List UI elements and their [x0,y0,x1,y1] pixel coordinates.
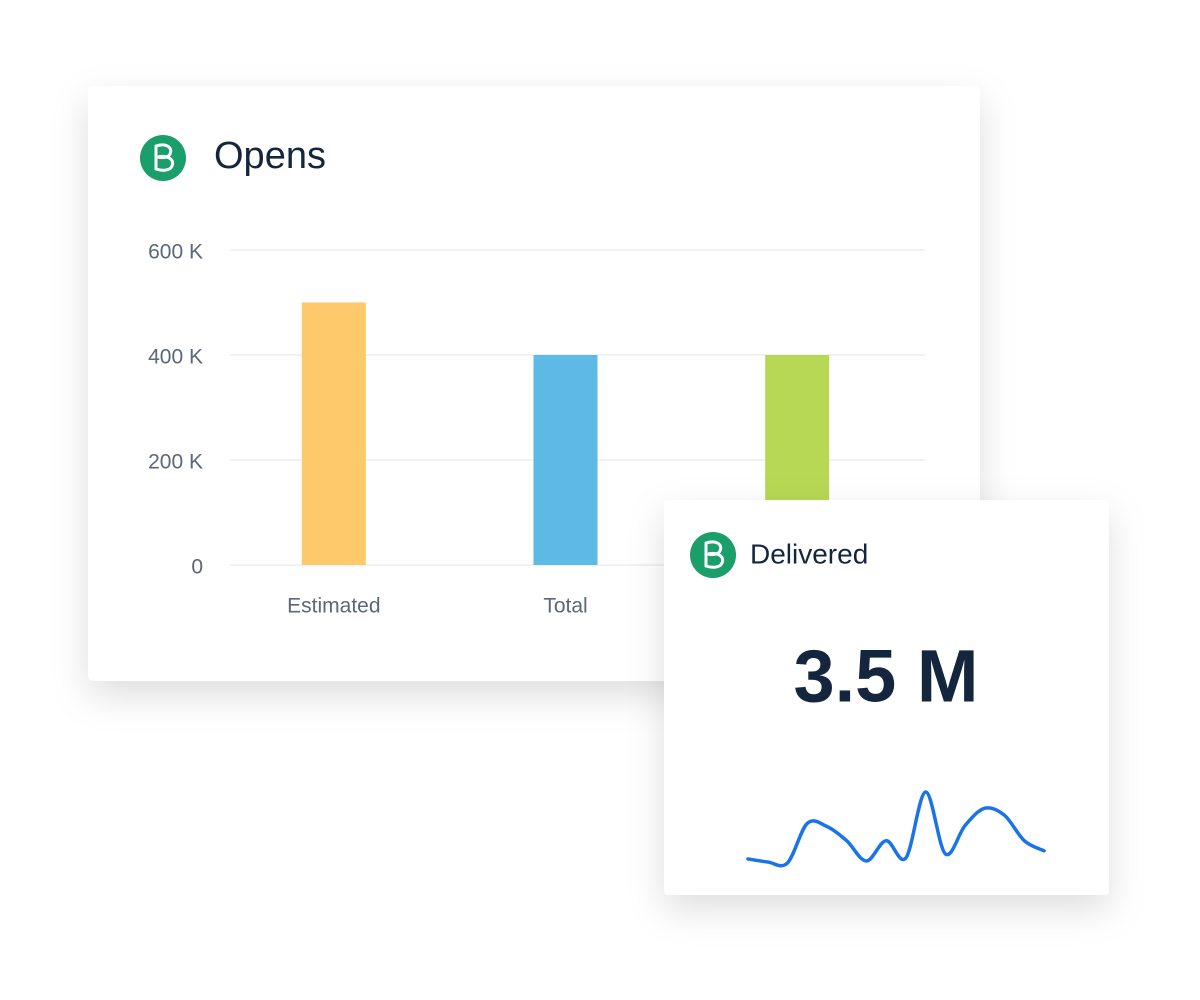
sparkline [746,790,1046,868]
y-tick-label: 200 K [148,451,203,474]
card-title: Opens [214,135,326,177]
kpi-value: 3.5 M [793,635,978,718]
logo-glyph [704,540,725,569]
x-tick-label: Total [543,595,587,618]
y-tick-label: 0 [191,556,203,579]
card [664,500,1109,895]
x-tick-label: Estimated [287,595,380,618]
logo-glyph [154,143,175,172]
card-title: Delivered [750,538,868,569]
bar [533,355,598,565]
bar [301,302,366,565]
y-tick-label: 400 K [148,346,203,369]
y-tick-label: 600 K [148,241,203,264]
delivered-card: Delivered 3.5 M [664,500,1109,895]
